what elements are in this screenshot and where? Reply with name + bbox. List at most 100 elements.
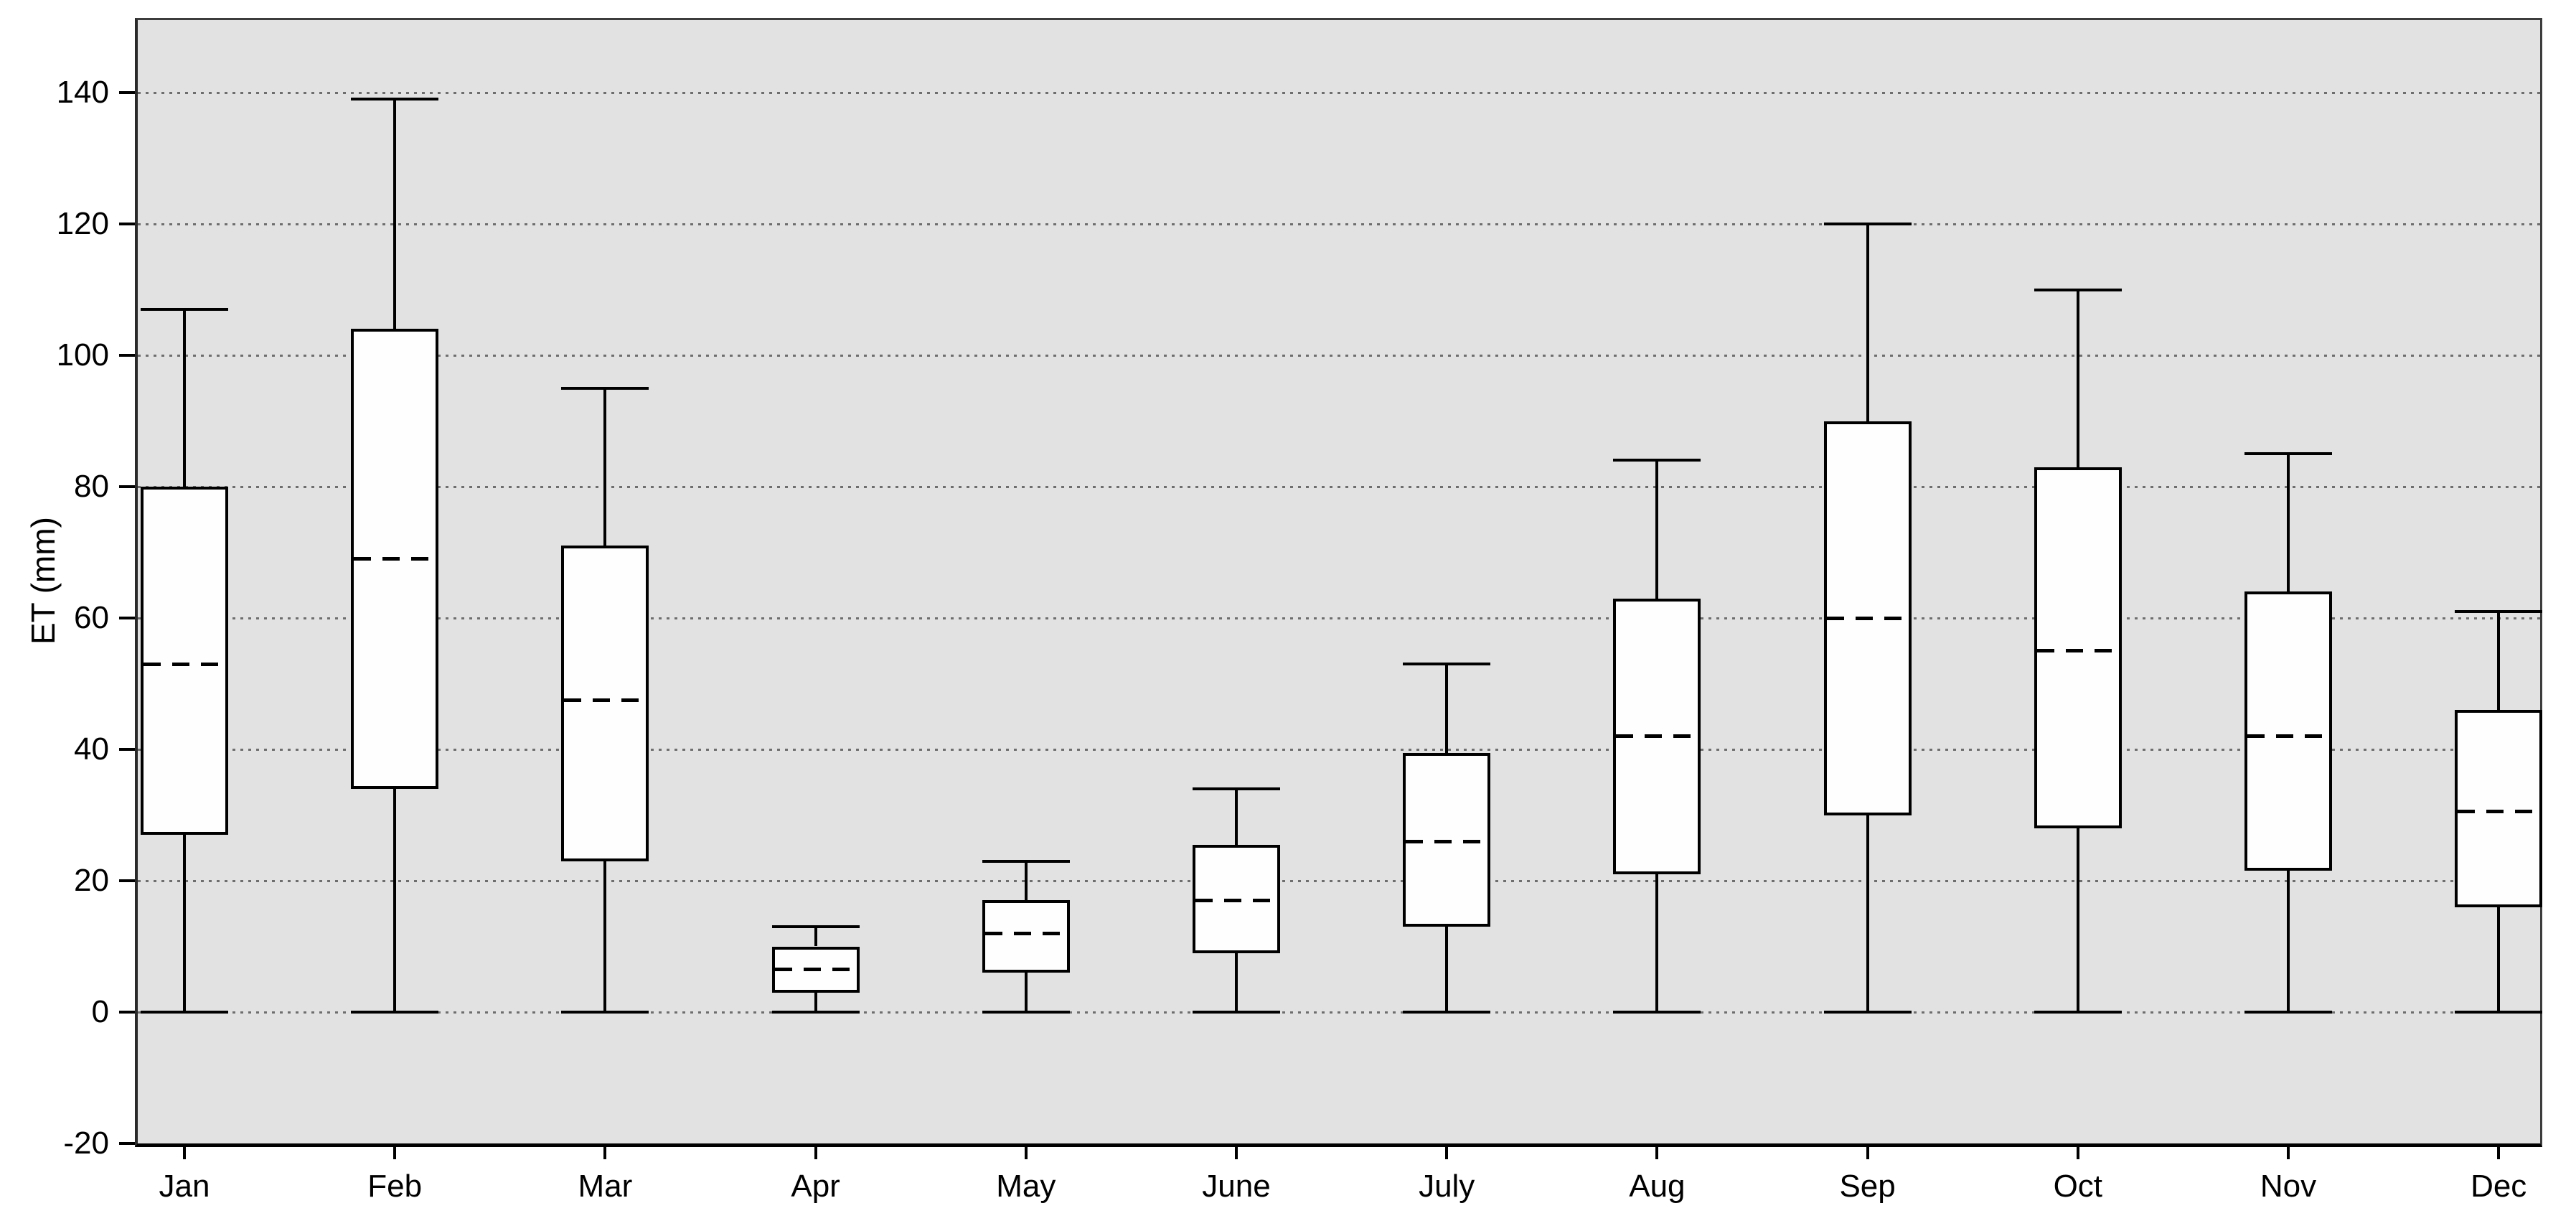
- median-line-dec: [2458, 810, 2540, 814]
- lower-whisker-cap-sep: [1823, 1011, 1912, 1014]
- upper-whisker-cap-mar: [561, 386, 649, 390]
- upper-whisker-cap-apr: [771, 925, 860, 929]
- y-tick-mark: [119, 1011, 135, 1014]
- median-line-july: [1406, 839, 1488, 843]
- lower-whisker-cap-jan: [141, 1011, 228, 1014]
- lower-whisker-feb: [393, 788, 397, 1012]
- gridline-140: [138, 92, 2540, 94]
- y-tick-label: 140: [56, 75, 109, 110]
- upper-whisker-nov: [2287, 454, 2290, 592]
- x-tick-label-dec: Dec: [2471, 1169, 2527, 1204]
- y-tick-label: 60: [74, 600, 109, 635]
- y-tick-mark: [119, 223, 135, 225]
- upper-whisker-aug: [1655, 460, 1659, 599]
- median-line-aug: [1616, 734, 1698, 739]
- y-tick-mark: [119, 617, 135, 619]
- upper-whisker-dec: [2497, 611, 2501, 711]
- x-tick-label-apr: Apr: [791, 1169, 840, 1204]
- y-tick-label: 20: [74, 863, 109, 898]
- median-line-may: [984, 931, 1067, 935]
- lower-whisker-cap-july: [1403, 1011, 1491, 1014]
- gridline-80: [138, 486, 2540, 488]
- upper-whisker-feb: [393, 99, 397, 329]
- x-tick-mark: [2287, 1143, 2290, 1159]
- box-nov: [2244, 591, 2332, 871]
- upper-whisker-mar: [603, 388, 607, 546]
- x-tick-label-july: July: [1419, 1169, 1475, 1204]
- gridline-40: [138, 749, 2540, 751]
- lower-whisker-cap-nov: [2244, 1011, 2332, 1014]
- gridline-20: [138, 880, 2540, 882]
- upper-whisker-cap-feb: [351, 98, 439, 101]
- upper-whisker-sep: [1866, 224, 1869, 421]
- median-line-oct: [2036, 649, 2119, 653]
- x-tick-mark: [2076, 1143, 2079, 1159]
- y-tick-mark: [119, 1142, 135, 1145]
- y-tick-mark: [119, 748, 135, 751]
- x-tick-mark: [393, 1143, 397, 1159]
- gridline-120: [138, 223, 2540, 225]
- x-tick-mark: [814, 1143, 817, 1159]
- upper-whisker-jan: [183, 309, 186, 487]
- x-tick-label-may: May: [996, 1169, 1056, 1204]
- box-mar: [561, 546, 649, 861]
- median-line-feb: [354, 557, 436, 561]
- x-tick-label-nov: Nov: [2260, 1169, 2317, 1204]
- lower-whisker-mar: [603, 861, 607, 1012]
- y-tick-mark: [119, 879, 135, 882]
- y-tick-label: 40: [74, 731, 109, 767]
- y-tick-mark: [119, 354, 135, 357]
- x-tick-mark: [1024, 1143, 1028, 1159]
- lower-whisker-cap-oct: [2034, 1011, 2122, 1014]
- lower-whisker-cap-mar: [561, 1011, 649, 1014]
- y-tick-label: 100: [56, 337, 109, 373]
- median-line-jan: [144, 662, 225, 666]
- gridline-60: [138, 617, 2540, 619]
- y-tick-label: 120: [56, 206, 109, 241]
- x-tick-label-aug: Aug: [1629, 1169, 1686, 1204]
- lower-whisker-july: [1445, 927, 1449, 1012]
- y-tick-mark: [119, 91, 135, 94]
- median-line-nov: [2247, 734, 2329, 739]
- x-tick-mark: [2497, 1143, 2501, 1159]
- lower-whisker-oct: [2076, 828, 2079, 1012]
- x-tick-mark: [1655, 1143, 1659, 1159]
- median-line-sep: [1826, 616, 1909, 620]
- x-tick-label-june: June: [1202, 1169, 1271, 1204]
- lower-whisker-apr: [814, 992, 817, 1012]
- upper-whisker-cap-aug: [1613, 459, 1701, 462]
- upper-whisker-june: [1235, 788, 1238, 845]
- x-tick-mark: [183, 1143, 186, 1159]
- lower-whisker-june: [1235, 953, 1238, 1012]
- y-tick-mark: [119, 485, 135, 488]
- lower-whisker-aug: [1655, 874, 1659, 1012]
- lower-whisker-may: [1024, 973, 1028, 1012]
- upper-whisker-apr: [814, 927, 817, 947]
- upper-whisker-cap-june: [1193, 787, 1280, 790]
- gridline-100: [138, 355, 2540, 357]
- lower-whisker-sep: [1866, 815, 1869, 1012]
- x-tick-label-jan: Jan: [159, 1169, 210, 1204]
- upper-whisker-cap-oct: [2034, 288, 2122, 291]
- x-tick-label-mar: Mar: [578, 1169, 633, 1204]
- x-tick-mark: [603, 1143, 607, 1159]
- box-oct: [2034, 467, 2122, 828]
- lower-whisker-cap-dec: [2455, 1011, 2543, 1014]
- median-line-apr: [774, 968, 857, 972]
- x-tick-mark: [1445, 1143, 1449, 1159]
- x-tick-mark: [1235, 1143, 1238, 1159]
- upper-whisker-cap-may: [982, 859, 1070, 863]
- box-jan: [141, 487, 228, 835]
- lower-whisker-jan: [183, 834, 186, 1012]
- plot-area: [135, 18, 2542, 1147]
- y-tick-label: -20: [63, 1126, 109, 1161]
- upper-whisker-july: [1445, 664, 1449, 753]
- lower-whisker-dec: [2497, 907, 2501, 1012]
- upper-whisker-oct: [2076, 289, 2079, 467]
- y-tick-label: 0: [91, 994, 109, 1029]
- x-tick-label-sep: Sep: [1839, 1169, 1896, 1204]
- x-tick-mark: [1866, 1143, 1869, 1159]
- upper-whisker-may: [1024, 861, 1028, 901]
- median-line-june: [1195, 898, 1277, 902]
